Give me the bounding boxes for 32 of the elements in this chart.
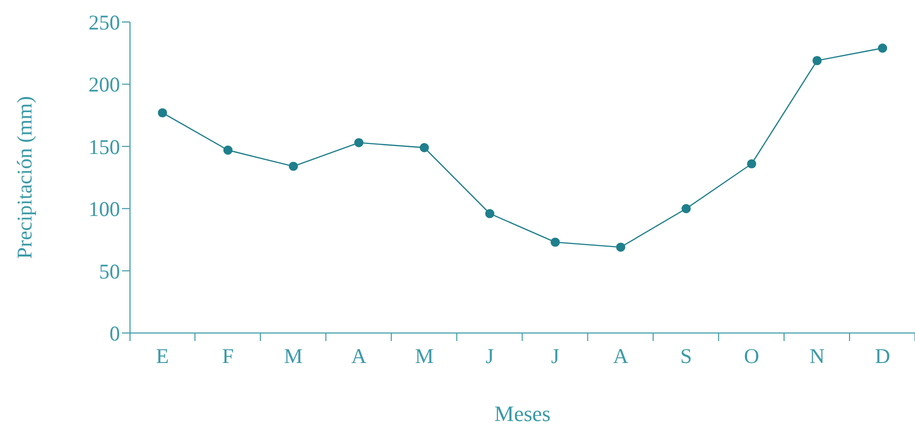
point: [485, 208, 494, 218]
y-tick-label: 50: [99, 259, 120, 284]
point: [550, 238, 560, 247]
point: [682, 204, 691, 214]
y-tick-label: 150: [88, 134, 120, 159]
x-tick-label: O: [744, 344, 760, 368]
x-tick-label: A: [351, 344, 368, 368]
x-tick-label: J: [486, 344, 494, 368]
x-tick-label: M: [284, 344, 304, 368]
y-tick-label: 100: [88, 197, 120, 222]
x-tick-label: J: [551, 344, 560, 368]
point: [354, 138, 364, 148]
x-tick-label: D: [874, 344, 890, 368]
point: [420, 143, 429, 152]
x-tick-label: A: [613, 344, 630, 368]
x-axis-title: Meses: [494, 401, 551, 425]
point: [616, 242, 626, 252]
point: [812, 56, 822, 66]
y-tick-label: 250: [88, 10, 120, 34]
y-tick-label: 200: [88, 72, 120, 97]
x-tick-label: F: [222, 344, 234, 368]
y-axis-title: Precipitación (mm): [12, 96, 36, 259]
point: [747, 159, 756, 168]
x-tick-label: S: [680, 344, 692, 368]
point: [878, 44, 888, 53]
x-tick-label: N: [809, 344, 825, 368]
point: [288, 162, 298, 171]
y-tick-label: 0: [110, 321, 120, 346]
point: [223, 146, 233, 155]
x-tick-label: E: [156, 344, 169, 368]
x-tick-label: M: [414, 344, 434, 368]
point: [158, 108, 168, 118]
